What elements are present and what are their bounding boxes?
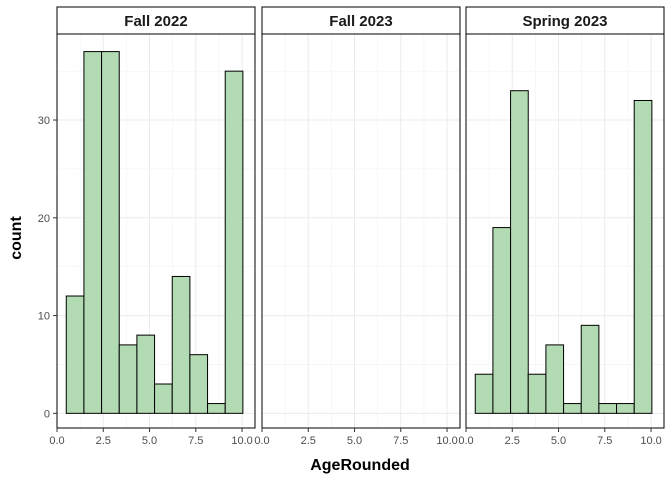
histogram-bar xyxy=(510,90,529,414)
x-tick-label: 5.0 xyxy=(347,435,362,447)
x-axis: 0.0 2.5 5.0 7.5 10.0 xyxy=(254,428,458,447)
facet-strip xyxy=(261,6,461,35)
panel-background xyxy=(262,34,460,428)
x-tick-label: 0.0 xyxy=(49,435,64,447)
y-tick-label: 0 xyxy=(44,408,50,420)
x-tick-label: 2.5 xyxy=(301,435,316,447)
histogram-bar xyxy=(207,403,226,414)
x-tick-label: 7.5 xyxy=(597,435,612,447)
facet-panel: Fall 2023 0.0 2.5 5.0 7.5 10.0 xyxy=(254,6,461,447)
histogram-bar xyxy=(118,344,138,414)
histogram-bar xyxy=(189,354,209,414)
x-tick-label: 5.0 xyxy=(142,435,157,447)
x-axis-title: AgeRounded xyxy=(310,457,410,474)
histogram-bar xyxy=(65,295,85,414)
histogram-bar xyxy=(545,344,565,414)
histogram-bar xyxy=(492,227,512,414)
histogram-bar xyxy=(563,403,582,414)
histogram-bar xyxy=(633,99,653,414)
facet-strip-label: Fall 2022 xyxy=(124,13,187,30)
x-axis: 0.0 2.5 5.0 7.5 10.0 xyxy=(49,428,253,447)
panel-border xyxy=(261,33,461,429)
x-tick-label: 0.0 xyxy=(458,435,473,447)
histogram-bar xyxy=(154,383,173,414)
histogram-bar xyxy=(527,373,547,414)
histogram-bar xyxy=(171,275,191,414)
facet-strip xyxy=(56,6,256,35)
panel-border xyxy=(465,33,665,429)
panels-layer: Fall 2022 0.0 2.5 5.0 7.5 10.0 Fall 2023 0.0 2.5… xyxy=(49,6,665,447)
histogram-bar xyxy=(136,334,156,414)
x-tick-label: 5.0 xyxy=(551,435,566,447)
histogram-bar xyxy=(474,373,494,414)
x-tick-label: 10.0 xyxy=(640,435,661,447)
histogram-bars xyxy=(65,51,244,414)
facet-panel: Spring 2023 0.0 2.5 5.0 7.5 10.0 xyxy=(458,6,665,447)
x-tick-label: 10.0 xyxy=(436,435,457,447)
histogram-bar xyxy=(598,403,618,414)
facet-strip-label: Fall 2023 xyxy=(329,13,392,30)
y-tick-label: 30 xyxy=(38,115,50,127)
histogram-bar xyxy=(580,324,600,414)
x-tick-label: 0.0 xyxy=(254,435,269,447)
panel-border xyxy=(56,33,256,429)
x-tick-label: 10.0 xyxy=(231,435,252,447)
facet-strip xyxy=(465,6,665,35)
facet-strip-label: Spring 2023 xyxy=(522,13,607,30)
y-axis: 0 10 20 30 xyxy=(38,115,57,420)
y-tick-label: 10 xyxy=(38,311,50,323)
histogram-bar xyxy=(224,70,244,414)
histogram-bar xyxy=(83,51,103,414)
y-tick-label: 20 xyxy=(38,213,50,225)
x-tick-label: 2.5 xyxy=(505,435,520,447)
histogram-bar xyxy=(616,403,635,414)
x-tick-label: 2.5 xyxy=(96,435,111,447)
x-tick-label: 7.5 xyxy=(188,435,203,447)
histogram-bar xyxy=(101,51,120,414)
facet-panel: Fall 2022 0.0 2.5 5.0 7.5 10.0 xyxy=(49,6,256,447)
gridlines xyxy=(261,34,460,428)
x-tick-label: 7.5 xyxy=(393,435,408,447)
x-axis: 0.0 2.5 5.0 7.5 10.0 xyxy=(458,428,662,447)
y-axis-title: count xyxy=(8,216,25,260)
histogram-bars xyxy=(474,90,653,414)
